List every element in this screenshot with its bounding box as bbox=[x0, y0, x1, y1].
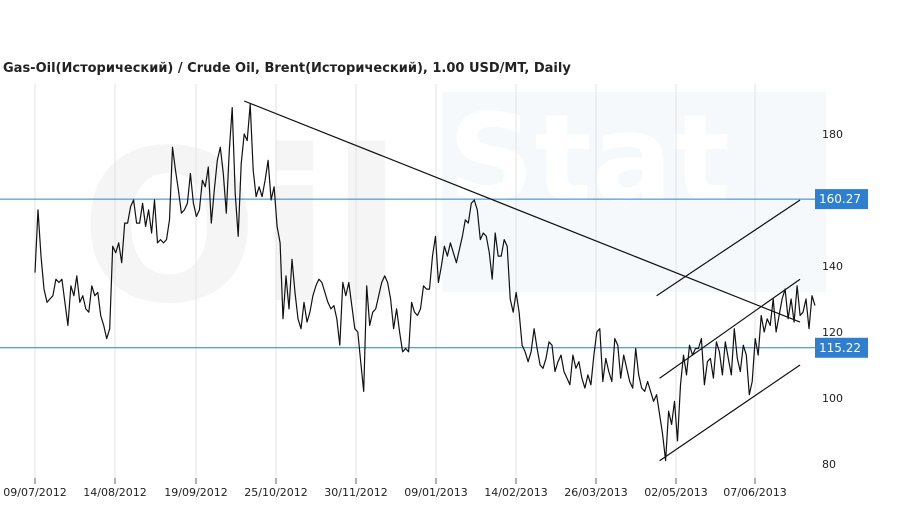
level-badge-label-1: 115.22 bbox=[819, 341, 861, 355]
level-badge-1 bbox=[815, 337, 868, 358]
level-badge-0 bbox=[815, 189, 868, 210]
trend-line-1 bbox=[659, 364, 801, 462]
level-badge-label-0: 160.27 bbox=[819, 192, 861, 206]
watermark: Oil Stat bbox=[80, 90, 826, 350]
x-axis-ticks: 09/07/2012 14/08/2012 19/09/2012 25/10/2012… bbox=[3, 478, 787, 499]
x-tick-label-4: 30/11/2012 bbox=[324, 486, 387, 499]
level-badges: 160.27 115.22 bbox=[815, 189, 868, 358]
x-tick-label-5: 09/01/2013 bbox=[404, 486, 467, 499]
x-tick-label-9: 07/06/2013 bbox=[723, 486, 786, 499]
y-tick-label-3: 140 bbox=[822, 260, 843, 273]
y-axis-ticks: 80 100 120 140 180 bbox=[822, 128, 843, 471]
trend-line-0 bbox=[243, 100, 801, 323]
x-tick-label-8: 02/05/2013 bbox=[644, 486, 707, 499]
x-tick-label-3: 25/10/2012 bbox=[244, 486, 307, 499]
y-tick-label-1: 100 bbox=[822, 392, 843, 405]
y-tick-label-0: 80 bbox=[822, 458, 836, 471]
horizontal-lines bbox=[0, 198, 815, 349]
watermark-stat-bg bbox=[442, 92, 826, 292]
x-tick-label-7: 26/03/2013 bbox=[564, 486, 627, 499]
y-tick-label-4: 180 bbox=[822, 128, 843, 141]
series-line bbox=[34, 103, 816, 462]
watermark-stat: Stat bbox=[448, 90, 730, 229]
chart-title: Gas-Oil(Исторический) / Crude Oil, Brent… bbox=[3, 61, 571, 76]
grid bbox=[34, 84, 756, 478]
trend-line-3 bbox=[656, 199, 801, 297]
x-tick-label-6: 14/02/2013 bbox=[484, 486, 547, 499]
x-tick-label-1: 14/08/2012 bbox=[83, 486, 146, 499]
watermark-oil: Oil bbox=[80, 105, 403, 350]
x-tick-label-0: 09/07/2012 bbox=[3, 486, 66, 499]
x-tick-label-2: 19/09/2012 bbox=[164, 486, 227, 499]
series-group bbox=[34, 103, 816, 462]
y-tick-label-2: 120 bbox=[822, 326, 843, 339]
